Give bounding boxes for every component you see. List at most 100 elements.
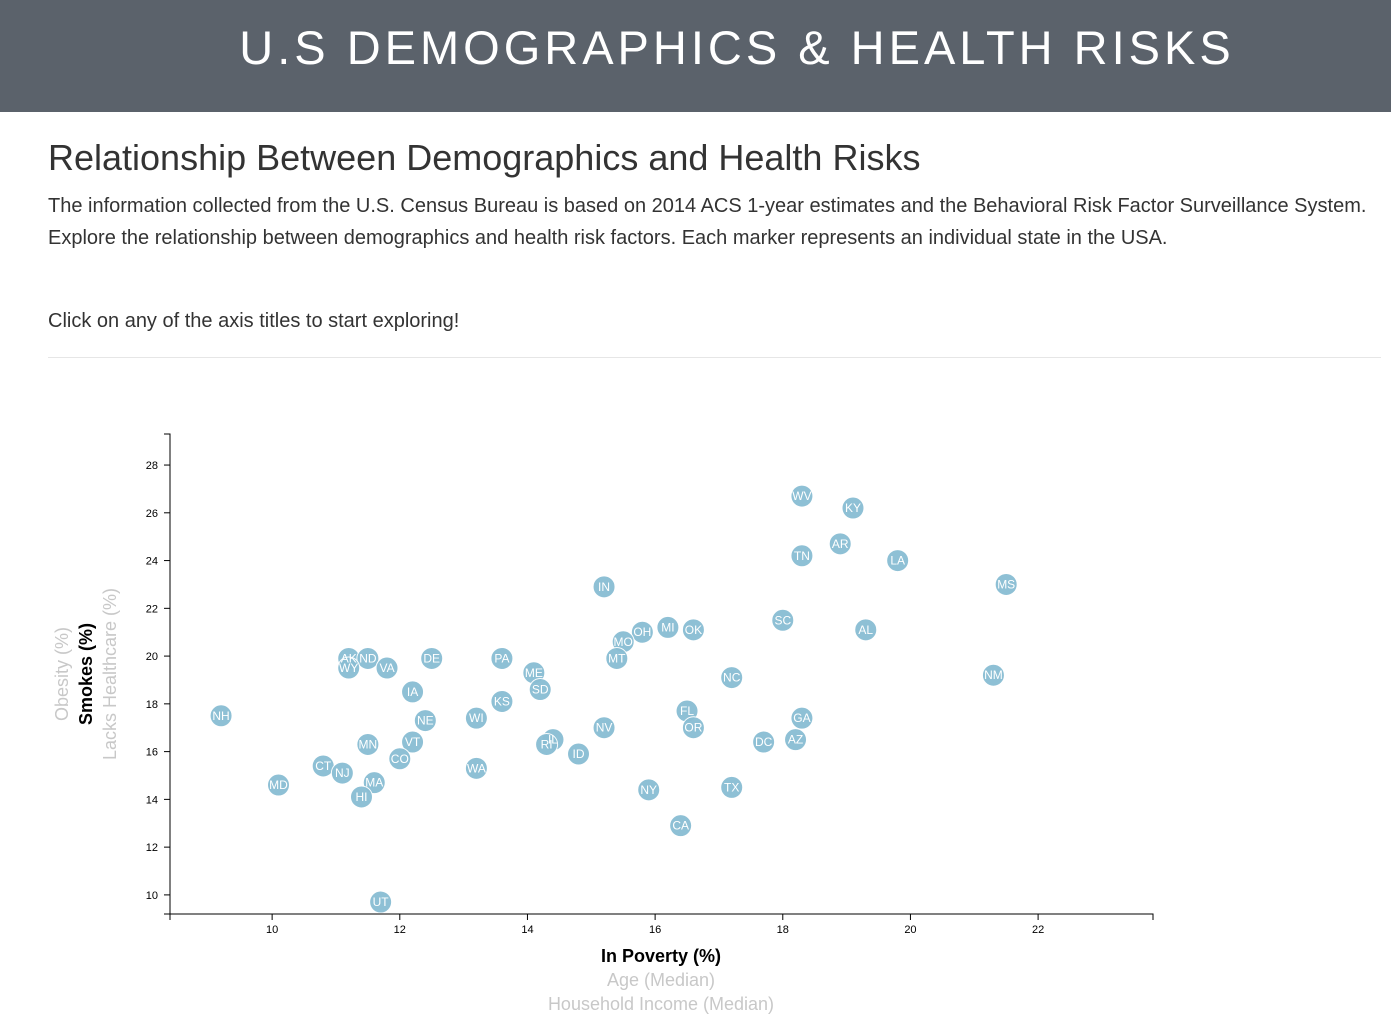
state-marker-mn[interactable] <box>356 732 380 756</box>
state-marker-ia[interactable] <box>401 680 425 704</box>
y-axis: 10 12 14 16 18 20 22 24 26 28 <box>146 433 171 915</box>
state-label-sd: SD <box>532 683 549 697</box>
x-axis: 10 12 14 16 18 20 22 <box>169 913 1154 936</box>
state-label-ut: UT <box>373 895 390 909</box>
state-label-in: IN <box>598 580 610 594</box>
state-marker-ok[interactable] <box>681 618 705 642</box>
y-tick-label: 20 <box>146 651 158 663</box>
y-axis-line <box>164 433 171 915</box>
state-marker-or[interactable] <box>681 716 705 740</box>
state-marker-sc[interactable] <box>771 608 795 632</box>
state-label-nv: NV <box>596 721 613 735</box>
state-label-or: OR <box>684 721 702 735</box>
state-label-me: ME <box>525 666 543 680</box>
x-tick-label: 14 <box>521 924 533 936</box>
state-label-ne: NE <box>417 714 434 728</box>
state-marker-ut[interactable] <box>369 890 393 914</box>
x-axis-line <box>169 913 1154 920</box>
x-tick-label: 22 <box>1032 924 1044 936</box>
state-label-az: AZ <box>788 733 803 747</box>
state-label-ok: OK <box>685 623 702 637</box>
state-marker-md[interactable] <box>267 773 291 797</box>
state-marker-ms[interactable] <box>994 572 1018 596</box>
state-label-nc: NC <box>723 671 741 685</box>
state-marker-wy[interactable] <box>337 656 361 680</box>
state-marker-nc[interactable] <box>720 666 744 690</box>
state-marker-sd[interactable] <box>528 678 552 702</box>
page-title: Relationship Between Demographics and He… <box>48 137 921 178</box>
state-marker-id[interactable] <box>567 742 591 766</box>
y-tick-label: 14 <box>146 794 158 806</box>
state-label-md: MD <box>269 778 288 792</box>
state-label-dc: DC <box>755 735 773 749</box>
x-tick-label: 10 <box>266 924 278 936</box>
state-marker-nv[interactable] <box>592 716 616 740</box>
state-marker-in[interactable] <box>592 575 616 599</box>
state-marker-ga[interactable] <box>790 706 814 730</box>
state-label-ak: AK <box>341 651 357 665</box>
state-marker-de[interactable] <box>420 646 444 670</box>
state-marker-ne[interactable] <box>413 709 437 733</box>
state-marker-ri[interactable] <box>535 732 559 756</box>
state-label-ma: MA <box>365 776 383 790</box>
y-axis-title-1[interactable]: Lacks Healthcare (%) <box>100 588 120 760</box>
state-marker-ks[interactable] <box>490 689 514 713</box>
state-marker-wa[interactable] <box>464 756 488 780</box>
y-tick-label: 22 <box>146 603 158 615</box>
y-axis-title-0[interactable]: Smokes (%) <box>76 623 96 725</box>
state-marker-hi[interactable] <box>349 785 373 809</box>
intro-paragraph: The information collected from the U.S. … <box>48 195 1367 249</box>
state-marker-dc[interactable] <box>752 730 776 754</box>
state-marker-tn[interactable] <box>790 544 814 568</box>
state-label-nh: NH <box>212 709 229 723</box>
state-label-ms: MS <box>997 577 1015 591</box>
state-marker-az[interactable] <box>784 728 808 752</box>
state-marker-tx[interactable] <box>720 775 744 799</box>
state-label-al: AL <box>858 623 873 637</box>
state-marker-nm[interactable] <box>981 663 1005 687</box>
state-marker-pa[interactable] <box>490 646 514 670</box>
state-marker-va[interactable] <box>375 656 399 680</box>
y-tick-label: 16 <box>146 747 158 759</box>
x-tick-label: 16 <box>649 924 661 936</box>
state-label-nm: NM <box>984 668 1003 682</box>
state-marker-la[interactable] <box>886 549 910 573</box>
state-label-nj: NJ <box>335 766 350 780</box>
state-label-ca: CA <box>672 819 689 833</box>
state-marker-oh[interactable] <box>630 620 654 644</box>
state-marker-co[interactable] <box>388 747 412 771</box>
divider <box>48 357 1381 358</box>
state-label-mt: MT <box>608 651 626 665</box>
state-marker-al[interactable] <box>854 618 878 642</box>
state-marker-nd[interactable] <box>356 646 380 670</box>
y-tick-label: 12 <box>146 842 158 854</box>
state-label-la: LA <box>890 554 905 568</box>
state-marker-ar[interactable] <box>828 532 852 556</box>
y-tick-label: 26 <box>146 508 158 520</box>
state-label-wv: WV <box>792 489 811 503</box>
y-axis-title-2[interactable]: Obesity (%) <box>52 627 72 721</box>
state-label-fl: FL <box>680 704 694 718</box>
state-marker-ky[interactable] <box>841 496 865 520</box>
y-tick-label: 24 <box>146 556 158 568</box>
state-marker-nj[interactable] <box>330 761 354 785</box>
state-marker-ca[interactable] <box>669 814 693 838</box>
state-marker-wi[interactable] <box>464 706 488 730</box>
state-label-ga: GA <box>793 711 810 725</box>
instruction-text: Click on any of the axis titles to start… <box>48 310 460 332</box>
state-marker-vt[interactable] <box>401 730 425 754</box>
y-tick-label: 10 <box>146 890 158 902</box>
x-axis-title-1[interactable]: Age (Median) <box>607 970 715 990</box>
y-tick-label: 18 <box>146 699 158 711</box>
x-axis-title-2[interactable]: Household Income (Median) <box>548 994 774 1014</box>
x-axis-title-0[interactable]: In Poverty (%) <box>601 946 721 966</box>
state-marker-mt[interactable] <box>605 646 629 670</box>
state-label-ia: IA <box>407 685 418 699</box>
state-marker-ny[interactable] <box>637 778 661 802</box>
state-marker-mi[interactable] <box>656 615 680 639</box>
state-label-co: CO <box>391 752 409 766</box>
state-label-va: VA <box>379 661 394 675</box>
state-label-nd: ND <box>359 651 377 665</box>
state-marker-nh[interactable] <box>209 704 233 728</box>
state-marker-wv[interactable] <box>790 484 814 508</box>
